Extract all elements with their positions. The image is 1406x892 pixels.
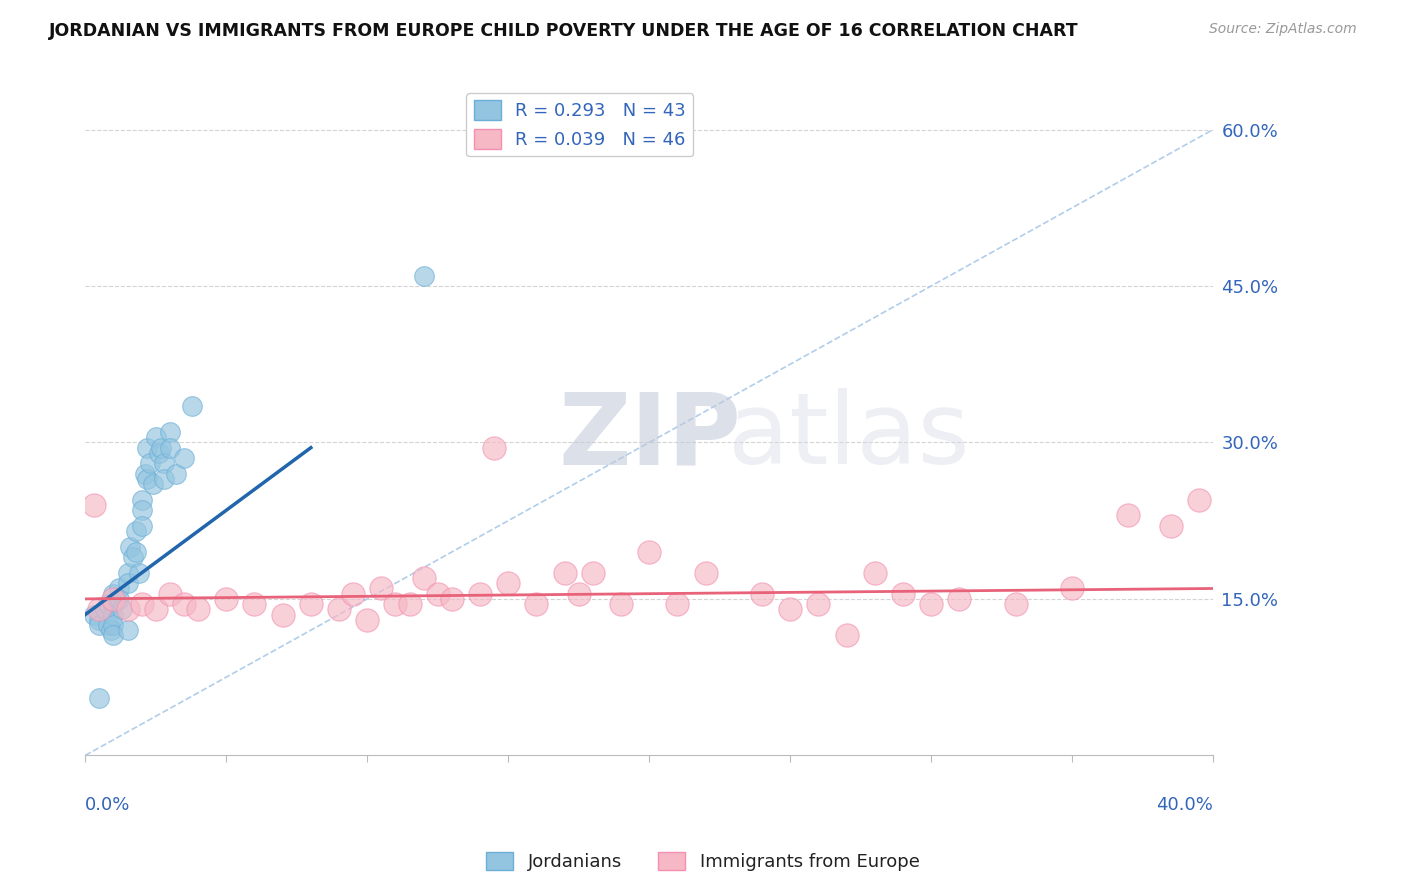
- Point: [412, 268, 434, 283]
- Point: [173, 451, 195, 466]
- Point: [159, 441, 181, 455]
- Point: [1062, 582, 1084, 596]
- Point: [103, 628, 125, 642]
- Point: [863, 566, 886, 580]
- Point: [370, 582, 392, 596]
- Point: [150, 441, 173, 455]
- Point: [83, 498, 105, 512]
- Point: [468, 587, 491, 601]
- Point: [638, 545, 661, 559]
- Point: [342, 587, 364, 601]
- Point: [139, 456, 162, 470]
- Point: [159, 425, 181, 439]
- Point: [125, 545, 148, 559]
- Point: [1004, 597, 1026, 611]
- Point: [496, 576, 519, 591]
- Point: [89, 602, 111, 616]
- Point: [136, 472, 159, 486]
- Point: [173, 597, 195, 611]
- Point: [779, 602, 801, 616]
- Point: [1118, 508, 1140, 523]
- Point: [131, 519, 153, 533]
- Point: [117, 566, 139, 580]
- Point: [122, 550, 145, 565]
- Point: [568, 587, 591, 601]
- Point: [482, 441, 505, 455]
- Point: [89, 690, 111, 705]
- Text: 40.0%: 40.0%: [1156, 796, 1213, 814]
- Point: [89, 613, 111, 627]
- Point: [1188, 492, 1211, 507]
- Point: [271, 607, 294, 622]
- Point: [117, 576, 139, 591]
- Point: [215, 591, 238, 606]
- Point: [920, 597, 942, 611]
- Point: [120, 540, 142, 554]
- Point: [128, 566, 150, 580]
- Point: [103, 607, 125, 622]
- Point: [1160, 519, 1182, 533]
- Legend: Jordanians, Immigrants from Europe: Jordanians, Immigrants from Europe: [479, 845, 927, 879]
- Point: [695, 566, 717, 580]
- Point: [328, 602, 350, 616]
- Point: [356, 613, 378, 627]
- Point: [666, 597, 689, 611]
- Point: [948, 591, 970, 606]
- Point: [108, 582, 131, 596]
- Point: [117, 623, 139, 637]
- Point: [108, 591, 131, 606]
- Point: [145, 430, 167, 444]
- Text: atlas: atlas: [728, 388, 970, 485]
- Point: [89, 618, 111, 632]
- Point: [835, 628, 858, 642]
- Point: [526, 597, 548, 611]
- Point: [117, 602, 139, 616]
- Point: [440, 591, 463, 606]
- Point: [131, 597, 153, 611]
- Point: [103, 587, 125, 601]
- Point: [159, 587, 181, 601]
- Point: [131, 503, 153, 517]
- Point: [751, 587, 773, 601]
- Point: [610, 597, 633, 611]
- Point: [100, 623, 122, 637]
- Point: [582, 566, 605, 580]
- Point: [153, 472, 176, 486]
- Point: [94, 602, 117, 616]
- Point: [136, 441, 159, 455]
- Point: [134, 467, 156, 481]
- Point: [103, 618, 125, 632]
- Text: ZIP: ZIP: [560, 388, 742, 485]
- Point: [97, 597, 120, 611]
- Point: [243, 597, 266, 611]
- Point: [412, 571, 434, 585]
- Legend: R = 0.293   N = 43, R = 0.039   N = 46: R = 0.293 N = 43, R = 0.039 N = 46: [467, 94, 693, 156]
- Point: [145, 602, 167, 616]
- Point: [111, 602, 134, 616]
- Point: [131, 492, 153, 507]
- Point: [384, 597, 406, 611]
- Point: [299, 597, 322, 611]
- Point: [148, 446, 170, 460]
- Point: [398, 597, 420, 611]
- Point: [165, 467, 187, 481]
- Point: [125, 524, 148, 538]
- Point: [103, 591, 125, 606]
- Point: [97, 618, 120, 632]
- Text: Source: ZipAtlas.com: Source: ZipAtlas.com: [1209, 22, 1357, 37]
- Text: 0.0%: 0.0%: [86, 796, 131, 814]
- Point: [181, 399, 204, 413]
- Point: [554, 566, 576, 580]
- Point: [891, 587, 914, 601]
- Point: [83, 607, 105, 622]
- Point: [187, 602, 209, 616]
- Point: [426, 587, 449, 601]
- Text: JORDANIAN VS IMMIGRANTS FROM EUROPE CHILD POVERTY UNDER THE AGE OF 16 CORRELATIO: JORDANIAN VS IMMIGRANTS FROM EUROPE CHIL…: [49, 22, 1078, 40]
- Point: [142, 477, 165, 491]
- Point: [807, 597, 830, 611]
- Point: [103, 597, 125, 611]
- Point: [153, 456, 176, 470]
